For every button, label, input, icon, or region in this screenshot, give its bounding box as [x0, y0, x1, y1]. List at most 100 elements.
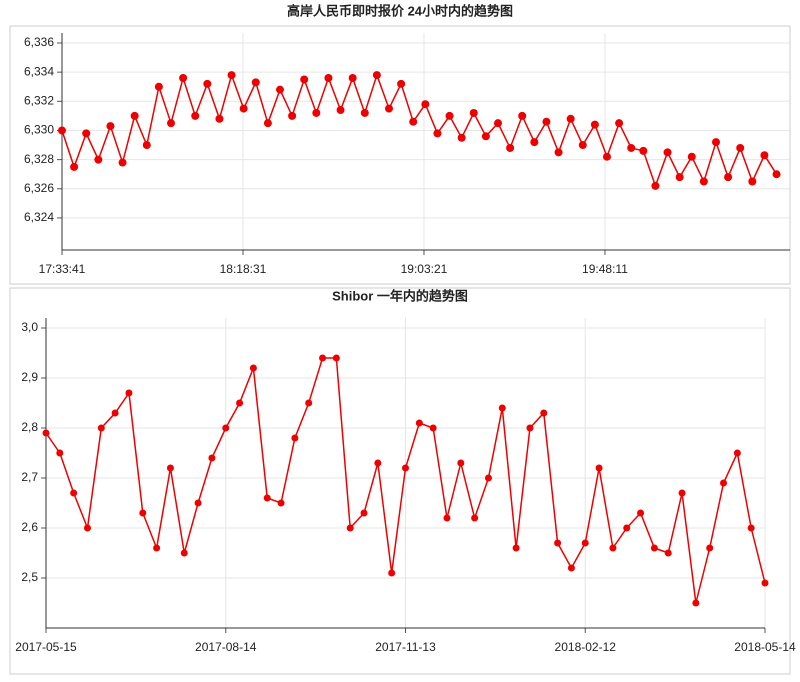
- data-point: [142, 141, 151, 150]
- data-point: [130, 111, 139, 120]
- data-point: [748, 177, 757, 186]
- data-point: [384, 104, 393, 113]
- data-point: [554, 539, 562, 547]
- data-point: [56, 449, 64, 457]
- data-point: [288, 111, 297, 120]
- data-point: [153, 544, 161, 552]
- data-point: [542, 117, 551, 126]
- data-point: [305, 399, 313, 407]
- data-point: [374, 459, 382, 467]
- data-point: [208, 454, 216, 462]
- data-point: [469, 108, 478, 117]
- data-point: [277, 499, 285, 507]
- data-point: [747, 524, 755, 532]
- data-point: [540, 409, 548, 417]
- data-point: [194, 499, 202, 507]
- y-tick-label: 6,324: [24, 210, 54, 224]
- data-point: [498, 404, 506, 412]
- data-point: [567, 564, 575, 572]
- y-tick-label: 2,6: [21, 520, 38, 534]
- data-point: [166, 464, 174, 472]
- data-point: [415, 419, 423, 427]
- data-point: [526, 424, 534, 432]
- x-tick-label: 2017-05-15: [15, 640, 77, 654]
- data-point: [215, 114, 224, 123]
- x-tick-label: 19:48:11: [582, 262, 628, 276]
- data-point: [590, 120, 599, 129]
- data-point: [239, 104, 248, 113]
- data-point: [724, 173, 733, 182]
- data-point: [409, 117, 418, 126]
- data-point: [512, 544, 520, 552]
- data-point: [94, 155, 103, 164]
- data-point: [471, 514, 479, 522]
- data-point: [154, 82, 163, 91]
- data-point: [675, 173, 684, 182]
- y-tick-label: 2,8: [21, 420, 38, 434]
- data-point: [615, 119, 624, 128]
- data-point: [602, 152, 611, 161]
- data-point: [139, 509, 147, 517]
- x-tick-label: 2017-11-13: [375, 640, 436, 654]
- data-point: [222, 424, 230, 432]
- data-point: [443, 514, 451, 522]
- y-tick-label: 6,336: [24, 35, 54, 49]
- data-point: [506, 143, 515, 152]
- data-point: [457, 133, 466, 142]
- data-point: [736, 143, 745, 152]
- x-tick-label: 2018-02-12: [555, 640, 617, 654]
- x-tick-label: 2017-08-14: [195, 640, 257, 654]
- data-point: [457, 459, 465, 467]
- data-point: [627, 143, 636, 152]
- data-point: [249, 364, 257, 372]
- data-point: [481, 132, 490, 141]
- y-tick-label: 6,326: [24, 181, 54, 195]
- data-point: [203, 79, 212, 88]
- data-point: [125, 389, 133, 397]
- data-point: [678, 489, 686, 497]
- data-point: [70, 489, 78, 497]
- data-point: [70, 162, 79, 171]
- data-point: [166, 119, 175, 128]
- data-point: [445, 111, 454, 120]
- x-tick-label: 2018-05-14: [734, 640, 796, 654]
- data-point: [518, 111, 527, 120]
- data-point: [275, 85, 284, 94]
- data-point: [179, 73, 188, 82]
- data-point: [687, 152, 696, 161]
- data-point: [263, 494, 271, 502]
- data-point: [397, 79, 406, 88]
- data-point: [581, 539, 589, 547]
- data-point: [312, 108, 321, 117]
- y-tick-label: 6,334: [24, 64, 54, 78]
- data-point: [692, 599, 700, 607]
- data-point: [484, 474, 492, 482]
- data-point: [251, 78, 260, 87]
- y-tick-label: 2,9: [21, 370, 38, 384]
- data-point: [236, 399, 244, 407]
- data-point: [578, 141, 587, 150]
- data-point: [650, 544, 658, 552]
- data-point: [348, 73, 357, 82]
- data-point: [760, 151, 769, 160]
- data-point: [699, 177, 708, 186]
- data-point: [58, 126, 66, 135]
- data-point: [623, 524, 631, 532]
- data-point: [493, 119, 502, 128]
- data-point: [733, 449, 741, 457]
- data-point: [761, 579, 769, 587]
- y-tick-label: 6,328: [24, 152, 54, 166]
- data-point: [82, 129, 91, 138]
- data-point: [637, 509, 645, 517]
- x-tick-label: 18:18:31: [220, 262, 267, 276]
- data-point: [651, 181, 660, 190]
- data-point: [772, 170, 781, 179]
- panel: [9, 287, 791, 675]
- y-tick-label: 6,330: [24, 123, 54, 137]
- y-tick-label: 2,5: [21, 570, 38, 584]
- data-point: [388, 569, 396, 577]
- panel: [9, 25, 791, 285]
- data-point: [554, 148, 563, 157]
